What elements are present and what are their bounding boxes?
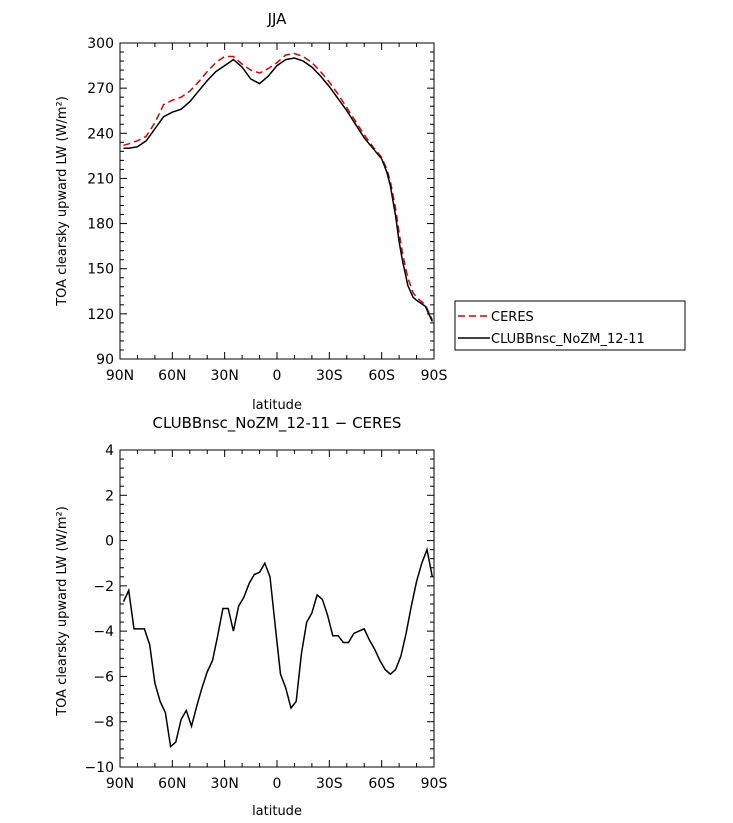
top-x-tick-label: 0 — [273, 368, 282, 384]
top-y-tick-label: 240 — [87, 126, 114, 142]
top-x-tick-label: 30S — [316, 368, 343, 384]
top-y-tick-label: 150 — [87, 262, 114, 278]
top-y-tick-label: 180 — [87, 217, 114, 233]
legend-label-model: CLUBBnsc_NoZM_12-11 — [491, 332, 645, 347]
top-y-tick-label: 120 — [87, 307, 114, 323]
bottom-y-tick-label: 2 — [105, 488, 114, 504]
bottom-chart-panel: CLUBBnsc_NoZM_12-11 − CERES 90N 60N 30N 0 30… — [55, 414, 447, 819]
top-y-tick-label: 300 — [87, 36, 114, 52]
top-y-tick-label: 210 — [87, 171, 114, 187]
top-chart-ylabel: TOA clearsky upward LW (W/m²) — [55, 96, 70, 307]
top-x-tick-label: 90N — [106, 368, 134, 384]
top-y-tick-label: 90 — [96, 352, 114, 368]
top-chart-ylabel-text: TOA clearsky upward LW (W/m²) — [55, 96, 70, 307]
bottom-chart-ylabel: TOA clearsky upward LW (W/m²) — [55, 506, 70, 717]
bottom-chart-ylabel-text: TOA clearsky upward LW (W/m²) — [55, 506, 70, 717]
bottom-plot-area: 90N 60N 30N 0 30S 60S 90S −10 −8 −6 −4 −2 0 2 4 — [84, 443, 447, 792]
bottom-x-tick-label: 90N — [106, 776, 134, 792]
top-chart-panel: JJA 90N 60N 30N 0 30S 60S 90S 90 120 150 180 210 240… — [55, 10, 447, 413]
bottom-x-tick-label: 60S — [368, 776, 395, 792]
bottom-chart-title: CLUBBnsc_NoZM_12-11 − CERES — [153, 414, 402, 433]
bottom-x-tick-label: 30N — [211, 776, 239, 792]
bottom-x-tick-label: 90S — [421, 776, 448, 792]
bottom-x-tick-label: 60N — [158, 776, 186, 792]
top-x-tick-label: 30N — [211, 368, 239, 384]
bottom-y-tick-label: −4 — [93, 624, 114, 640]
legend-label-ceres: CERES — [491, 310, 534, 325]
bottom-y-tick-label: −8 — [93, 715, 114, 731]
bottom-y-tick-label: −2 — [93, 579, 114, 595]
bottom-x-tick-label: 30S — [316, 776, 343, 792]
bottom-y-tick-label: 0 — [105, 534, 114, 550]
top-y-tick-label: 270 — [87, 81, 114, 97]
bottom-x-tick-label: 0 — [273, 776, 282, 792]
bottom-series-line-0 — [122, 546, 434, 749]
top-chart-title: JJA — [267, 10, 288, 28]
top-x-tick-label: 90S — [421, 368, 448, 384]
bottom-y-tick-label: 4 — [105, 443, 114, 459]
top-series-line-0 — [123, 52, 433, 321]
legend-box — [454, 300, 686, 351]
top-series-line-1 — [123, 57, 433, 322]
top-x-tick-label: 60S — [368, 368, 395, 384]
top-plot-frame — [119, 42, 435, 360]
top-plot-area: 90N 60N 30N 0 30S 60S 90S 90 120 150 180 210 240 270 3… — [87, 36, 447, 384]
bottom-chart-xlabel: latitude — [252, 804, 302, 819]
bottom-y-tick-label: −10 — [84, 760, 114, 776]
bottom-y-tick-label: −6 — [93, 669, 114, 685]
top-x-tick-label: 60N — [158, 368, 186, 384]
legend: CERES CLUBBnsc_NoZM_12-11 — [454, 300, 686, 351]
top-chart-xlabel: latitude — [252, 398, 302, 413]
